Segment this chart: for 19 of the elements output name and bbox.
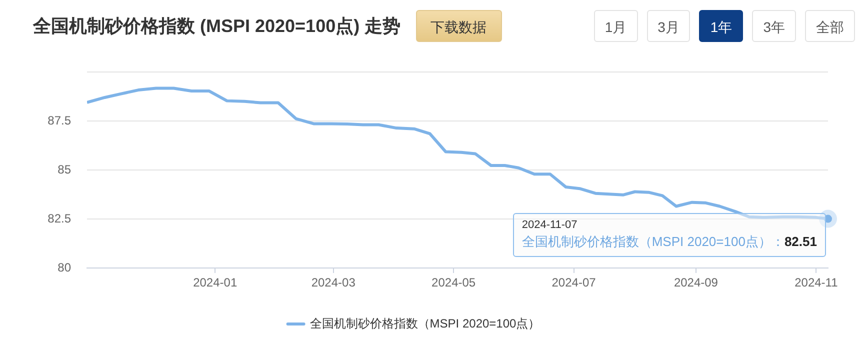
text: 下载数据 <box>416 10 502 42</box>
text: 3年 <box>752 10 796 42</box>
x-tick-label: 2024-05 <box>432 276 476 290</box>
chart-title: 全国机制砂价格指数 (MSPI 2020=100点) 走势 <box>33 15 401 38</box>
text: 3月 <box>646 10 690 42</box>
x-tick-label: 2024-03 <box>311 276 356 290</box>
x-tick-label: 2024-11 <box>794 276 838 290</box>
x-tick-label: 2024-09 <box>674 276 718 290</box>
text: 1月 <box>594 10 638 42</box>
y-tick-label: 85 <box>58 162 72 176</box>
text: 全部 <box>805 10 855 42</box>
legend-label: 全国机制砂价格指数（MSPI 2020=100点） <box>310 316 540 330</box>
y-tick-label: 87.5 <box>48 113 72 128</box>
y-tick-label: 80 <box>58 260 72 274</box>
annotation: 2024-11-07 全国机制砂价格指数（MSPI 2020=100点）：82.51 <box>522 218 817 251</box>
y-tick-label: 82.5 <box>48 211 72 226</box>
x-tick-label: 2024-07 <box>552 276 596 290</box>
x-tick-label: 2024-01 <box>193 276 238 290</box>
text: 1年 <box>699 10 744 42</box>
